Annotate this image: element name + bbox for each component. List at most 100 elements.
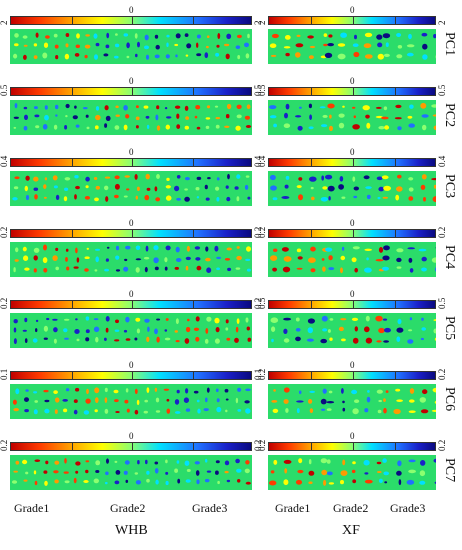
blob bbox=[352, 176, 356, 182]
blob bbox=[14, 33, 19, 38]
blob bbox=[245, 125, 252, 128]
blob bbox=[273, 389, 276, 392]
blob bbox=[377, 196, 381, 200]
colorbar-tick bbox=[395, 159, 396, 166]
blob bbox=[423, 197, 426, 202]
blob bbox=[144, 45, 149, 50]
blob bbox=[205, 458, 208, 463]
blob bbox=[104, 408, 109, 414]
blob bbox=[383, 398, 386, 402]
blob bbox=[95, 470, 100, 473]
column-label-whb: WHB bbox=[115, 523, 148, 538]
blob bbox=[366, 194, 371, 200]
blob bbox=[419, 480, 426, 485]
blob bbox=[215, 388, 219, 393]
blob bbox=[195, 470, 200, 476]
colorbar-min-label: 0.2 bbox=[257, 368, 267, 380]
blob bbox=[53, 470, 59, 474]
blob bbox=[408, 187, 414, 192]
blob bbox=[146, 387, 150, 393]
blob bbox=[123, 470, 128, 475]
blob bbox=[352, 337, 359, 344]
blob bbox=[145, 54, 150, 60]
score-map-blobs bbox=[270, 315, 436, 344]
blob bbox=[205, 246, 209, 252]
colorbar-min-label: 0.4 bbox=[0, 155, 9, 167]
blob bbox=[85, 337, 90, 342]
blob bbox=[352, 461, 356, 465]
blob bbox=[73, 399, 78, 403]
blob bbox=[184, 33, 189, 37]
pc-label: PC1 bbox=[442, 32, 457, 57]
blob bbox=[114, 460, 118, 463]
blob bbox=[24, 267, 30, 271]
colorbar bbox=[268, 87, 436, 96]
blob bbox=[23, 54, 27, 60]
blob bbox=[295, 52, 301, 58]
blob bbox=[353, 115, 356, 119]
blob bbox=[226, 479, 231, 483]
blob bbox=[53, 338, 57, 344]
score-map bbox=[268, 455, 436, 490]
blob bbox=[396, 399, 403, 402]
blob bbox=[215, 117, 221, 120]
blob bbox=[216, 267, 221, 271]
blob bbox=[271, 400, 278, 403]
blob bbox=[35, 319, 39, 323]
score-map-blobs bbox=[13, 244, 251, 273]
blob bbox=[94, 197, 99, 202]
grade3-label-right: Grade3 bbox=[390, 501, 426, 515]
blob bbox=[418, 248, 427, 252]
blob bbox=[322, 186, 328, 190]
blob bbox=[226, 196, 231, 202]
blob bbox=[407, 339, 414, 344]
blob bbox=[340, 267, 343, 274]
blob bbox=[340, 480, 344, 485]
blob bbox=[176, 389, 180, 394]
blob bbox=[75, 470, 79, 474]
colorbar-tick bbox=[132, 88, 133, 95]
blob bbox=[408, 410, 416, 413]
blob bbox=[382, 318, 388, 321]
blob bbox=[115, 411, 120, 413]
colorbar-min-label: 0.2 bbox=[257, 439, 267, 451]
blob bbox=[432, 196, 436, 203]
blob bbox=[246, 326, 250, 331]
blob bbox=[125, 245, 131, 250]
blob bbox=[165, 480, 169, 486]
blob bbox=[408, 196, 414, 201]
blob bbox=[396, 257, 402, 263]
blob bbox=[24, 114, 28, 120]
blob bbox=[236, 468, 242, 473]
blob bbox=[324, 52, 333, 58]
blob bbox=[352, 106, 356, 109]
blob bbox=[94, 125, 99, 130]
blob bbox=[295, 317, 300, 322]
blob bbox=[225, 327, 229, 331]
blob bbox=[43, 337, 48, 340]
blob bbox=[281, 196, 290, 199]
blob bbox=[215, 52, 220, 57]
blob bbox=[378, 186, 384, 192]
blob bbox=[285, 175, 290, 180]
blob bbox=[193, 327, 200, 331]
blob bbox=[95, 114, 101, 121]
blob bbox=[273, 459, 278, 465]
blob bbox=[283, 459, 292, 464]
blob bbox=[166, 116, 172, 119]
blob bbox=[184, 105, 189, 111]
blob bbox=[65, 103, 70, 109]
blob bbox=[281, 247, 289, 252]
blob bbox=[24, 185, 28, 192]
blob bbox=[226, 33, 232, 39]
blob bbox=[397, 318, 402, 325]
blob bbox=[123, 195, 128, 198]
blob bbox=[114, 329, 120, 332]
blob bbox=[174, 185, 180, 192]
colorbar bbox=[268, 371, 436, 380]
blob bbox=[165, 471, 169, 475]
blob bbox=[184, 460, 190, 466]
blob bbox=[136, 399, 140, 406]
blob bbox=[126, 408, 130, 413]
blob bbox=[95, 460, 101, 466]
